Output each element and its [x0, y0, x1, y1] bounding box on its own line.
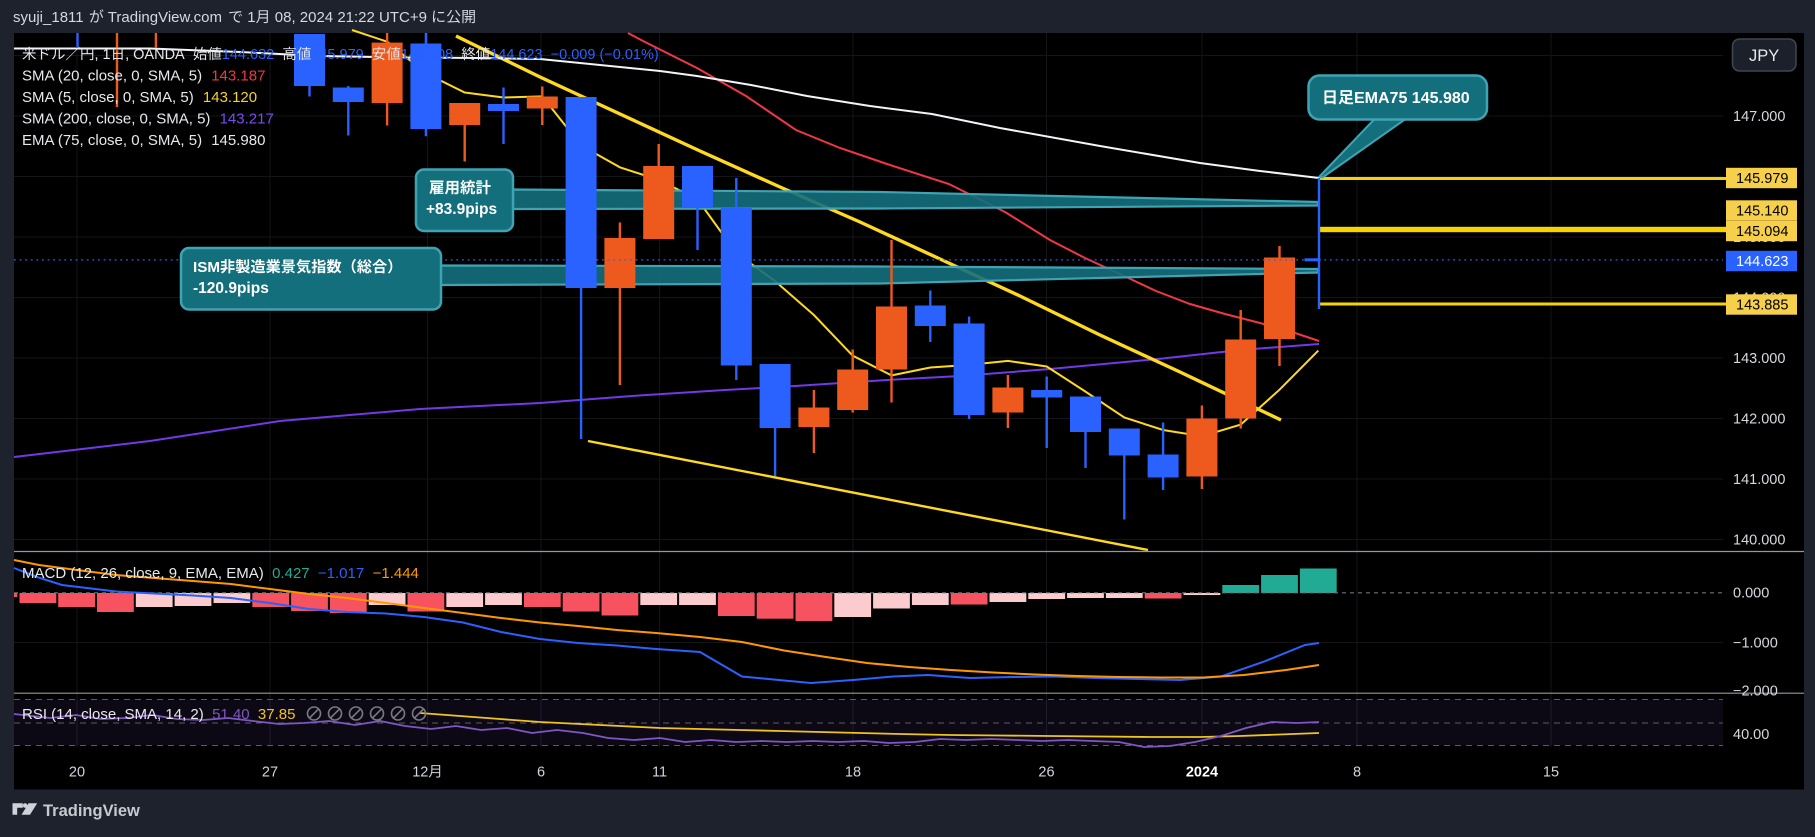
svg-text:143.808: 143.808: [401, 47, 461, 63]
svg-text:143.000: 143.000: [1733, 351, 1785, 367]
svg-text:11: 11: [652, 765, 667, 781]
svg-text:ISM: ISM: [193, 259, 220, 276]
svg-text:8: 8: [1353, 765, 1361, 781]
svg-text:20: 20: [69, 765, 85, 781]
svg-text:−1.000: −1.000: [1733, 636, 1778, 652]
svg-text:SMA (200, close, 0, SMA, 5): SMA (200, close, 0, SMA, 5): [22, 111, 219, 128]
svg-text:144.623: 144.623: [1736, 254, 1788, 270]
svg-text:26: 26: [1038, 765, 1054, 781]
svg-text:142.000: 142.000: [1733, 412, 1785, 428]
svg-text:, OANDA: , OANDA: [125, 47, 192, 63]
svg-text:147.000: 147.000: [1733, 109, 1785, 125]
svg-text:12: 12: [412, 765, 428, 781]
svg-text:08, 2024 21:22 UTC+9: 08, 2024 21:22 UTC+9: [271, 9, 432, 26]
svg-text:EMA75 145.980: EMA75 145.980: [1354, 90, 1470, 107]
svg-text:144.623: 144.623: [490, 47, 550, 63]
svg-text:JPY: JPY: [1749, 47, 1779, 65]
svg-text:+83.9pips: +83.9pips: [426, 201, 497, 218]
svg-text:145.980: 145.980: [211, 132, 265, 149]
svg-text:TradingView: TradingView: [43, 802, 140, 820]
svg-text:−1.017: −1.017: [318, 565, 373, 582]
svg-text:143.187: 143.187: [211, 68, 265, 85]
svg-text:syuji_1811: syuji_1811: [13, 9, 88, 26]
svg-text:SMA (20, close, 0, SMA, 5): SMA (20, close, 0, SMA, 5): [22, 68, 210, 85]
svg-text:144.632: 144.632: [222, 47, 282, 63]
svg-text:18: 18: [845, 765, 861, 781]
svg-text:27: 27: [262, 765, 278, 781]
svg-text:140.000: 140.000: [1733, 533, 1785, 549]
svg-text:143.120: 143.120: [203, 89, 257, 106]
svg-text:143.885: 143.885: [1736, 298, 1788, 314]
svg-text:143.217: 143.217: [220, 111, 274, 128]
svg-text:145.979: 145.979: [311, 47, 371, 63]
svg-text:2024: 2024: [1186, 765, 1218, 781]
svg-text:-120.9pips: -120.9pips: [193, 280, 269, 297]
svg-text:−2.000: −2.000: [1733, 684, 1778, 700]
svg-text:, 1: , 1: [95, 47, 111, 63]
svg-text:6: 6: [537, 765, 545, 781]
svg-text:145.979: 145.979: [1736, 171, 1788, 187]
svg-text:37.85: 37.85: [258, 706, 296, 723]
svg-text:1: 1: [243, 9, 256, 26]
svg-text:EMA (75, close, 0, SMA, 5): EMA (75, close, 0, SMA, 5): [22, 132, 210, 149]
svg-text:TradingView.com: TradingView.com: [104, 9, 226, 26]
svg-text:145.094: 145.094: [1736, 224, 1788, 240]
svg-text:141.000: 141.000: [1733, 472, 1785, 488]
svg-text:15: 15: [1543, 765, 1559, 781]
svg-text:51.40: 51.40: [212, 706, 258, 723]
svg-text:0.427: 0.427: [272, 565, 318, 582]
svg-text:145.140: 145.140: [1736, 204, 1788, 220]
svg-text:0.000: 0.000: [1733, 586, 1769, 602]
svg-text:SMA (5, close, 0, SMA, 5): SMA (5, close, 0, SMA, 5): [22, 89, 202, 106]
svg-text:MACD (12, 26, close, 9, EMA, E: MACD (12, 26, close, 9, EMA, EMA): [22, 565, 272, 582]
svg-text:−0.009 (−0.01%): −0.009 (−0.01%): [551, 47, 659, 63]
svg-text:RSI (14, close, SMA, 14, 2): RSI (14, close, SMA, 14, 2): [22, 706, 212, 723]
svg-text:−1.444: −1.444: [373, 565, 419, 582]
svg-text:40.00: 40.00: [1733, 727, 1769, 743]
